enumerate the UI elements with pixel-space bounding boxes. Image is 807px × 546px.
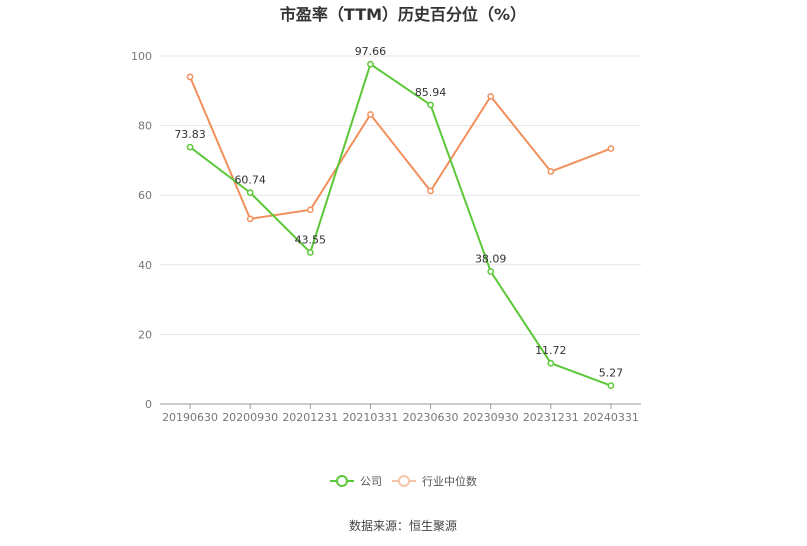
data-point[interactable] <box>487 268 495 275</box>
data-point[interactable] <box>607 145 615 152</box>
series-line <box>189 63 612 387</box>
y-tick-label: 80 <box>138 120 152 133</box>
legend-industry-label: 行业中位数 <box>422 474 477 488</box>
data-label: 97.66 <box>355 45 387 58</box>
legend-item-company[interactable]: 公司 <box>330 475 382 488</box>
x-tick-label: 20230630 <box>403 411 459 424</box>
grid-lines <box>160 55 641 335</box>
data-label: 43.55 <box>295 233 327 246</box>
data-point[interactable] <box>246 189 254 196</box>
data-source: 数据来源：恒生聚源 <box>349 518 457 533</box>
x-axis-ticks: 20190630 20200930 20201231 20210331 20230630… <box>162 404 639 424</box>
data-label: 11.72 <box>535 344 567 357</box>
x-tick-label: 20190630 <box>162 411 218 424</box>
data-point[interactable] <box>367 111 374 118</box>
y-tick-label: 0 <box>145 398 152 411</box>
series-layer: 73.83 60.74 43.55 97.66 85.94 38.09 11.72 5.27 <box>174 45 624 390</box>
legend: 公司 行业中位数 <box>330 474 477 488</box>
data-label: 73.83 <box>174 128 206 141</box>
x-tick-label: 20201231 <box>282 411 338 424</box>
data-point[interactable] <box>186 143 194 151</box>
data-point[interactable] <box>306 249 314 256</box>
series-company: 73.83 60.74 43.55 97.66 85.94 38.09 11.72 5.27 <box>174 45 624 390</box>
x-tick-label: 20240331 <box>583 411 639 424</box>
data-point[interactable] <box>487 93 495 100</box>
data-point[interactable] <box>427 101 434 109</box>
x-tick-label: 20200930 <box>222 411 278 424</box>
y-tick-label: 40 <box>138 259 152 272</box>
x-tick-label: 20210331 <box>342 411 398 424</box>
legend-item-industry-median[interactable]: 行业中位数 <box>392 474 477 488</box>
data-point[interactable] <box>427 187 434 195</box>
data-label: 38.09 <box>475 252 507 265</box>
data-point[interactable] <box>547 168 555 175</box>
legend-company-label: 公司 <box>360 475 382 488</box>
series-industry-median <box>186 73 615 223</box>
data-label: 85.94 <box>415 86 447 99</box>
chart-title: 市盈率（TTM）历史百分位（%） <box>280 5 526 24</box>
data-label: 60.74 <box>234 174 266 187</box>
data-point[interactable] <box>306 206 314 214</box>
y-tick-label: 60 <box>138 189 152 202</box>
data-point[interactable] <box>547 359 555 367</box>
legend-company-marker <box>336 475 348 487</box>
series-line <box>189 76 612 220</box>
legend-industry-marker <box>398 475 410 487</box>
x-tick-label: 20231231 <box>523 411 579 424</box>
y-tick-label: 20 <box>138 328 152 341</box>
data-point[interactable] <box>367 60 374 68</box>
y-tick-label: 100 <box>131 50 152 63</box>
y-axis-ticks: 0 20 40 60 80 100 <box>131 50 152 411</box>
data-point[interactable] <box>186 73 194 81</box>
data-label: 5.27 <box>599 367 624 380</box>
x-tick-label: 20230930 <box>463 411 519 424</box>
data-point[interactable] <box>607 382 615 390</box>
data-point[interactable] <box>246 215 254 223</box>
